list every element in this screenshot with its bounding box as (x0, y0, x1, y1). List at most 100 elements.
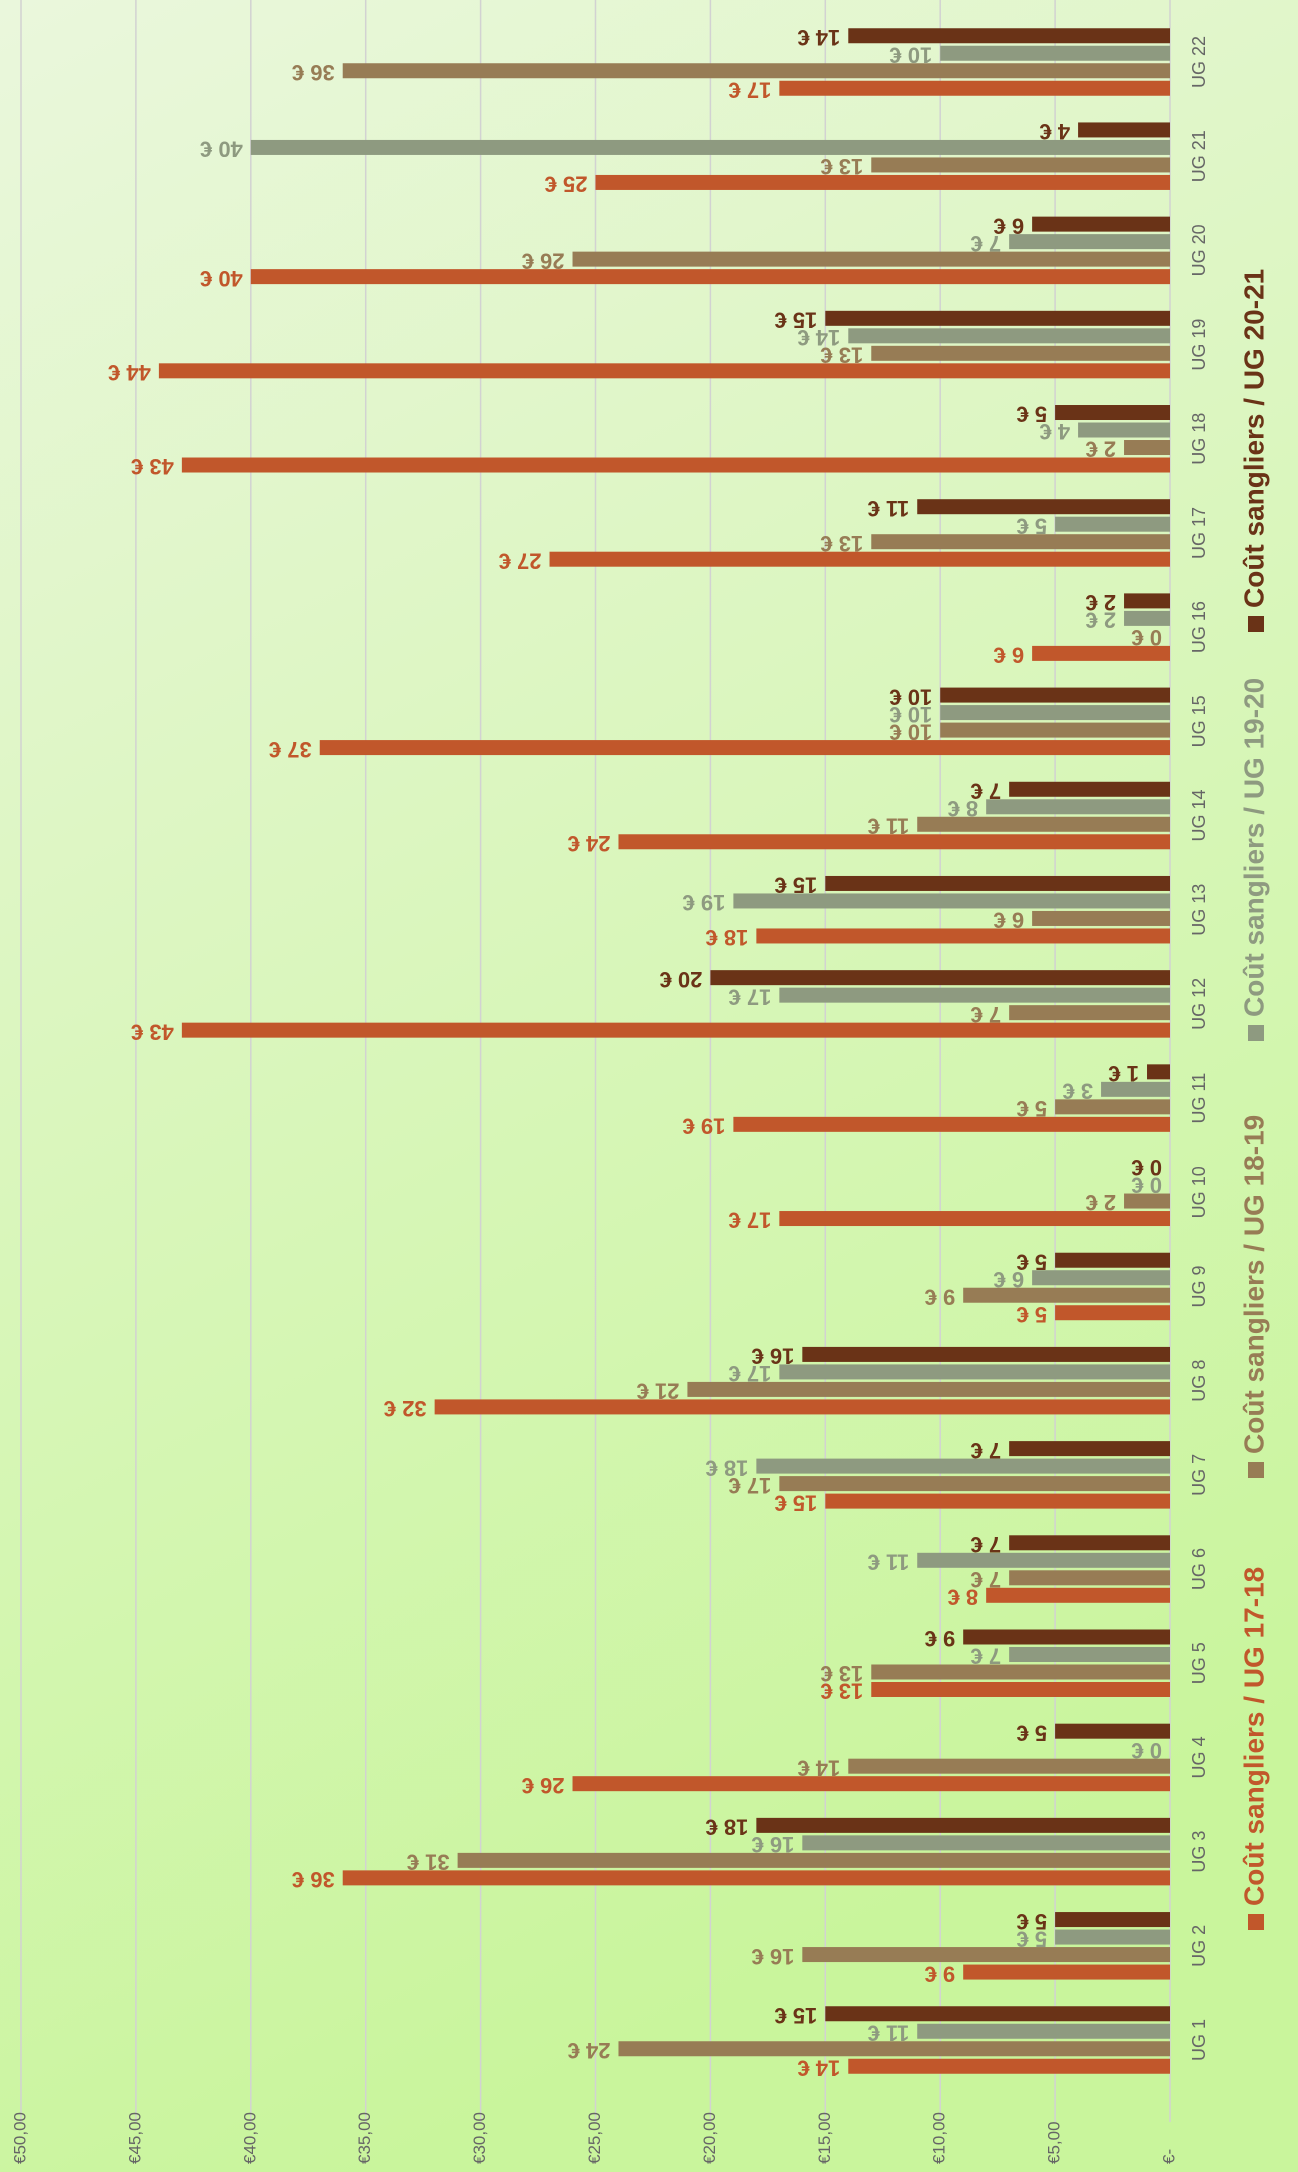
bar (181, 457, 1171, 473)
bar (940, 687, 1171, 703)
bar (572, 251, 1170, 267)
bar (871, 534, 1170, 550)
plot: €- €5,00 €10,00 €15,00 €20,00 €25,00 €30,00 €35… (10, 0, 1269, 2164)
bar (1078, 122, 1170, 138)
y-tick-label: €15,00 (815, 2112, 834, 2164)
bar (250, 139, 1171, 155)
data-label: 40 € (200, 137, 243, 162)
data-label: 40 € (200, 266, 243, 291)
bar (342, 1870, 1171, 1886)
bar (1055, 1723, 1170, 1739)
bar (1032, 910, 1170, 926)
x-tick-label: UG 8 (1189, 1360, 1209, 1402)
data-label: 19 € (683, 890, 726, 915)
data-label: 13 € (820, 1661, 863, 1686)
bar (779, 1211, 1171, 1227)
bar (1055, 1305, 1170, 1321)
bar (457, 1852, 1170, 1868)
bar (986, 1587, 1170, 1603)
data-label: 0 € (1131, 1738, 1162, 1763)
bar (1101, 1081, 1171, 1097)
legend-swatch (1248, 1025, 1264, 1041)
bar (871, 345, 1170, 361)
x-tick-label: UG 2 (1189, 1925, 1209, 1967)
data-label: 1 € (1108, 1061, 1139, 1086)
bar (250, 269, 1171, 285)
bar (802, 1346, 1170, 1362)
y-tick-label: €20,00 (700, 2112, 719, 2164)
x-tick-label: UG 3 (1189, 1831, 1209, 1873)
data-label: 17 € (729, 1361, 772, 1386)
bar (572, 1776, 1170, 1792)
data-label: 5 € (1017, 1909, 1048, 1934)
bar (1032, 1270, 1170, 1286)
data-label: 21 € (637, 1379, 680, 1404)
data-label: 7 € (971, 1567, 1002, 1592)
legend-swatch (1248, 616, 1264, 632)
bar (710, 970, 1171, 986)
bar (158, 363, 1170, 379)
bar (1055, 516, 1170, 532)
data-label: 6 € (994, 1267, 1025, 1292)
data-label: 14 € (797, 325, 840, 350)
data-label: 4 € (1039, 419, 1070, 444)
y-tick-label: €5,00 (1045, 2121, 1064, 2164)
data-label: 9 € (925, 1626, 956, 1651)
bar (1055, 1252, 1170, 1268)
data-label: 44 € (108, 360, 151, 385)
x-tick-label: UG 10 (1189, 1166, 1209, 1218)
bar (940, 705, 1171, 721)
x-tick-label: UG 16 (1189, 601, 1209, 653)
data-label: 18 € (706, 1815, 749, 1840)
bar (825, 1493, 1170, 1509)
bar (802, 1947, 1170, 1963)
data-label: 19 € (683, 1114, 726, 1139)
data-label: 16 € (751, 1944, 794, 1969)
bar (963, 1629, 1170, 1645)
bar (917, 1552, 1170, 1568)
legend-swatch (1248, 1462, 1264, 1478)
x-tick-label: UG 17 (1189, 507, 1209, 559)
data-label: 0 € (1131, 1155, 1162, 1180)
bar (848, 328, 1171, 344)
data-label: 8 € (948, 796, 979, 821)
bar (1124, 1193, 1171, 1209)
data-label: 2 € (1085, 590, 1116, 615)
data-label: 14 € (797, 1755, 840, 1780)
data-label: 26 € (522, 1773, 565, 1798)
bar (687, 1381, 1170, 1397)
x-tick-label: UG 18 (1189, 413, 1209, 465)
bar (802, 1835, 1170, 1851)
data-label: 7 € (971, 1644, 1002, 1669)
data-label: 26 € (522, 248, 565, 273)
data-label: 16 € (751, 1832, 794, 1857)
x-tick-label: UG 12 (1189, 978, 1209, 1030)
data-label: 6 € (994, 643, 1025, 668)
y-tick-label: €35,00 (355, 2112, 374, 2164)
data-label: 18 € (706, 1455, 749, 1480)
bar (1078, 422, 1170, 438)
data-label: 17 € (729, 1473, 772, 1498)
data-label: 32 € (384, 1396, 427, 1421)
data-label: 5 € (1017, 1302, 1048, 1327)
bar (756, 928, 1170, 944)
bar (848, 28, 1171, 44)
data-label: 43 € (131, 454, 174, 479)
data-label: 17 € (729, 1208, 772, 1233)
bar (825, 310, 1170, 326)
data-label: 5 € (1017, 1720, 1048, 1745)
data-label: 14 € (797, 25, 840, 50)
data-label: 7 € (971, 1002, 1002, 1027)
bar (1009, 1005, 1171, 1021)
legend-label: Coût sangliers / UG 19-20 (1238, 678, 1269, 1017)
data-label: 0 € (1131, 625, 1162, 650)
bar (756, 1817, 1170, 1833)
bar (756, 1458, 1170, 1474)
data-label: 20 € (660, 967, 703, 992)
legend-label: Coût sangliers / UG 17-18 (1238, 1567, 1269, 1906)
bar (434, 1399, 1170, 1415)
data-label: 9 € (925, 1961, 956, 1986)
x-tick-label: UG 1 (1189, 2019, 1209, 2061)
